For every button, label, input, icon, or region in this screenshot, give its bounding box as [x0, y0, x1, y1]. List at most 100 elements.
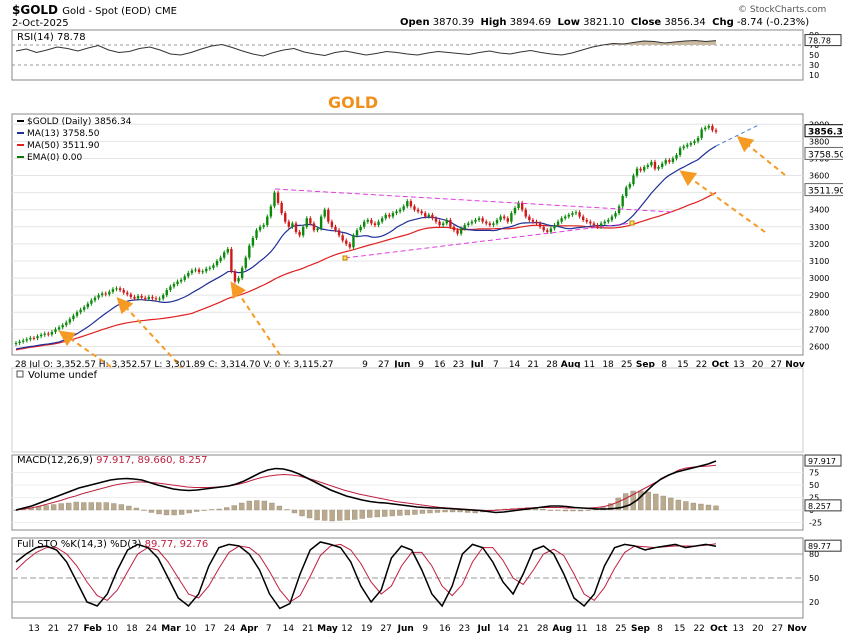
price-tick-11: 2800: [809, 308, 829, 317]
candle-body-5: [32, 337, 36, 339]
candle-body-99: [370, 219, 373, 224]
volume-legend-swatch: [16, 370, 24, 378]
xaxis-label-39: Nov: [787, 624, 807, 634]
xaxis-label-0: 13: [28, 624, 39, 634]
macd-hist-4: [43, 505, 49, 511]
candle-body-175: [643, 166, 646, 171]
candle-body-190: [696, 137, 700, 142]
macd-last-value-0: 97.917: [808, 457, 836, 466]
candle-body-187: [686, 144, 689, 147]
xaxis-label-11: Apr: [240, 624, 258, 634]
candle-body-111: [413, 206, 416, 210]
candle-body-101: [377, 221, 380, 226]
candle-body-92: [345, 240, 348, 244]
xaxis-label-3: Feb: [84, 624, 103, 634]
macd-hist-47: [367, 509, 373, 518]
macd-hist-9: [81, 502, 87, 511]
price-last-box-2: [804, 183, 843, 197]
candle-body-173: [635, 168, 639, 176]
macd-hist-90: [690, 502, 697, 511]
xaxis-label-2: 27: [67, 624, 78, 634]
candle-body-18: [79, 309, 82, 313]
xaxis-label-28: 11: [576, 624, 587, 634]
candle-body-39: [154, 298, 158, 300]
candle-body-91: [341, 235, 344, 241]
price-tick-13: 2600: [809, 342, 829, 351]
candle-body-94: [352, 235, 355, 248]
price-last-value-2: 3511.90: [808, 187, 843, 197]
candle-body-116: [431, 214, 434, 219]
candle-body-157: [578, 212, 581, 217]
candle-body-53: [205, 268, 208, 272]
price-xlabel-21: 20: [752, 360, 764, 370]
rsi-panel: [11, 29, 804, 81]
macd-hist-19: [156, 509, 162, 515]
price-xlabel-19: Oct: [712, 360, 730, 370]
candle-body-108: [402, 206, 405, 210]
candle-body-24: [100, 293, 104, 296]
candle-body-21: [90, 300, 93, 304]
macd-hist-16: [133, 507, 140, 511]
price-xlabel-3: 9: [418, 360, 424, 370]
xaxis-label-31: Sep: [631, 624, 651, 634]
candle-body-75: [284, 213, 287, 222]
rsi-tick-4: 10: [809, 71, 819, 80]
legend-ma13: MA(13) 3758.50: [27, 129, 100, 139]
xaxis-label-9: 17: [204, 624, 215, 634]
stoch-tick-0: 80: [809, 550, 819, 559]
price-xlabel-9: 21: [528, 360, 539, 370]
price-xlabel-12: 11: [584, 360, 595, 370]
price-tick-9: 3000: [809, 274, 829, 283]
candle-body-32: [129, 294, 133, 297]
symbol: $GOLD Gold - Spot (EOD) CME: [12, 3, 177, 17]
candle-body-76: [287, 221, 291, 227]
price-tick-5: 3400: [809, 206, 829, 215]
candle-body-77: [291, 223, 294, 227]
candle-body-188: [689, 143, 693, 145]
triangle-point-b: [629, 220, 635, 226]
candle-body-22: [93, 297, 97, 301]
macd-last-box-0: [804, 454, 842, 467]
exchange: CME: [154, 6, 177, 17]
price-last-value-0: 3856.34: [808, 128, 843, 138]
candle-body-97: [363, 221, 366, 227]
candle-body-191: [700, 129, 703, 138]
candle-body-15: [68, 319, 72, 323]
xaxis-label-32: 8: [657, 624, 663, 634]
candle-body-117: [434, 218, 438, 222]
xaxis-label-20: 9: [422, 624, 428, 634]
macd-hist-84: [645, 491, 651, 511]
candle-body-171: [628, 184, 632, 188]
candle-body-8: [43, 333, 46, 335]
macd-hist-70: [540, 508, 546, 511]
macd-hist-12: [103, 502, 109, 511]
macd-hist-29: [231, 505, 237, 511]
candle-body-59: [226, 249, 229, 253]
candle-body-31: [126, 292, 129, 295]
macd-hist-28: [224, 507, 230, 511]
candle-body-166: [610, 216, 614, 220]
candle-body-155: [571, 213, 574, 215]
rsi-tick-2: 50: [809, 51, 819, 60]
macd-hist-48: [374, 509, 380, 518]
triangle-upper-line: [274, 188, 673, 213]
candle-body-25: [104, 293, 107, 295]
xaxis-label-4: 10: [107, 624, 119, 634]
candle-body-194: [711, 125, 714, 131]
macd-hist-34: [269, 502, 275, 511]
macd-hist-43: [337, 509, 343, 521]
xaxis-label-13: 14: [283, 624, 295, 634]
macd-hist-6: [58, 503, 64, 511]
candle-body-29: [118, 288, 122, 291]
candle-body-148: [546, 230, 549, 232]
price-tick-6: 3300: [809, 223, 829, 232]
candle-body-84: [316, 228, 319, 231]
candle-body-35: [140, 296, 143, 298]
candle-body-119: [441, 223, 445, 226]
candle-body-83: [312, 223, 316, 231]
candle-body-0: [14, 343, 18, 345]
xaxis-label-38: 27: [772, 624, 783, 634]
candle-body-45: [176, 281, 179, 285]
macd-hist-74: [570, 509, 576, 512]
